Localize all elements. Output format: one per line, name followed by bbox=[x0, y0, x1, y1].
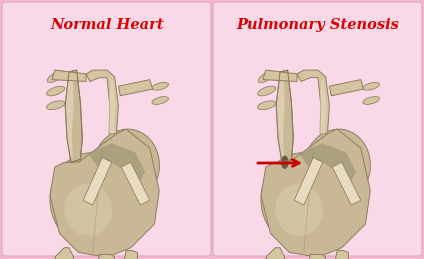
Ellipse shape bbox=[50, 153, 136, 248]
Polygon shape bbox=[319, 80, 326, 134]
FancyBboxPatch shape bbox=[2, 2, 211, 256]
Polygon shape bbox=[297, 70, 329, 134]
Ellipse shape bbox=[363, 82, 379, 90]
Text: Pulmonary Stenosis: Pulmonary Stenosis bbox=[237, 18, 399, 32]
Ellipse shape bbox=[281, 156, 289, 169]
Polygon shape bbox=[65, 73, 74, 157]
Polygon shape bbox=[329, 80, 364, 96]
Polygon shape bbox=[309, 254, 326, 259]
Ellipse shape bbox=[258, 71, 275, 83]
Polygon shape bbox=[118, 80, 153, 96]
FancyBboxPatch shape bbox=[213, 2, 422, 256]
Polygon shape bbox=[50, 129, 159, 257]
Polygon shape bbox=[299, 143, 356, 181]
Polygon shape bbox=[124, 251, 137, 259]
Polygon shape bbox=[335, 251, 349, 259]
Ellipse shape bbox=[257, 101, 276, 110]
Polygon shape bbox=[263, 70, 297, 82]
Polygon shape bbox=[266, 248, 285, 259]
FancyArrowPatch shape bbox=[258, 160, 299, 166]
Polygon shape bbox=[55, 248, 74, 259]
Ellipse shape bbox=[47, 101, 65, 110]
Polygon shape bbox=[261, 129, 370, 257]
Ellipse shape bbox=[258, 86, 276, 96]
Polygon shape bbox=[52, 70, 86, 82]
Ellipse shape bbox=[261, 153, 346, 248]
Polygon shape bbox=[108, 80, 116, 134]
Ellipse shape bbox=[64, 184, 112, 236]
Polygon shape bbox=[276, 70, 293, 162]
Polygon shape bbox=[98, 254, 114, 259]
Ellipse shape bbox=[92, 129, 159, 205]
Text: Normal Heart: Normal Heart bbox=[50, 18, 164, 32]
Polygon shape bbox=[86, 70, 118, 134]
Ellipse shape bbox=[47, 71, 64, 83]
Polygon shape bbox=[65, 70, 82, 162]
Polygon shape bbox=[332, 162, 361, 205]
Polygon shape bbox=[276, 73, 285, 157]
Polygon shape bbox=[294, 157, 323, 205]
Ellipse shape bbox=[47, 86, 65, 96]
Ellipse shape bbox=[304, 129, 371, 205]
Ellipse shape bbox=[152, 97, 168, 104]
Polygon shape bbox=[121, 162, 150, 205]
Ellipse shape bbox=[152, 82, 168, 90]
Polygon shape bbox=[83, 157, 112, 205]
Polygon shape bbox=[88, 143, 145, 181]
Ellipse shape bbox=[275, 184, 323, 236]
Ellipse shape bbox=[363, 97, 379, 104]
